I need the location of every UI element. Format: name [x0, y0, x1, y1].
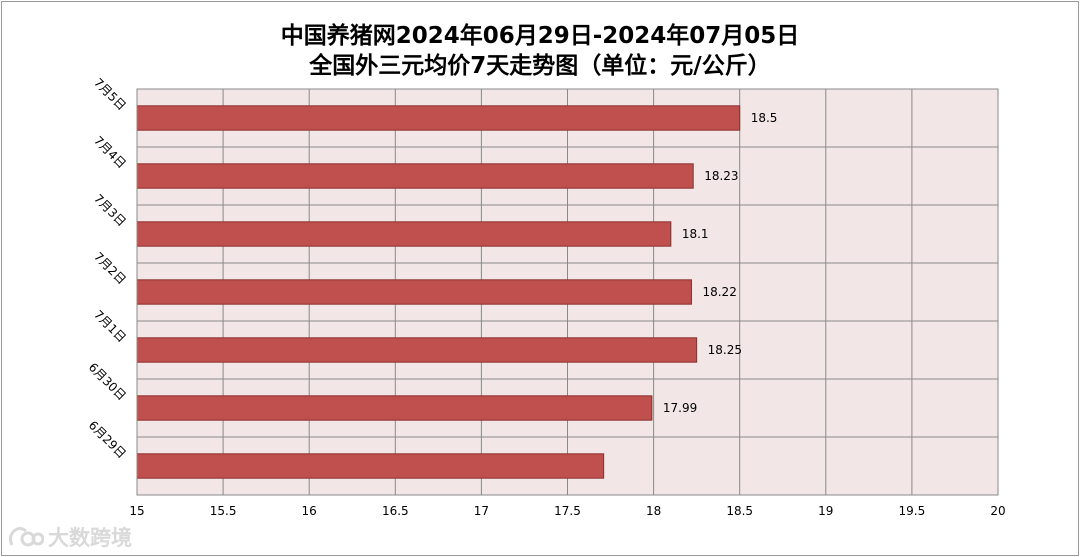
bar: [136, 337, 698, 363]
plot-border: [136, 88, 999, 496]
x-tick-label: 19: [818, 504, 833, 518]
x-tick-label: 17.5: [554, 504, 581, 518]
data-label: 18.5: [751, 111, 778, 125]
category-label: 6月30日: [86, 360, 129, 403]
x-tick-label: 18.5: [726, 504, 753, 518]
data-label: 17.99: [663, 401, 697, 415]
x-tick-label: 16.5: [382, 504, 409, 518]
bar: [136, 453, 605, 479]
x-tick-label: 20: [990, 504, 1005, 518]
x-tick-label: 19.5: [899, 504, 926, 518]
category-label: 6月29日: [86, 418, 129, 461]
bar: [136, 221, 672, 247]
x-tick-label: 18: [646, 504, 661, 518]
category-label: 7月2日: [91, 249, 129, 287]
category-label: 7月1日: [91, 307, 129, 345]
dashuju-logo-icon: [8, 527, 44, 547]
bar: [136, 105, 741, 131]
bar: [136, 163, 694, 189]
x-tick-label: 15.5: [210, 504, 237, 518]
bar: [136, 279, 692, 305]
chart-title: 中国养猪网2024年06月29日-2024年07月05日: [280, 23, 800, 49]
data-label: 18.22: [702, 285, 736, 299]
data-label: 18.23: [704, 169, 738, 183]
x-tick-label: 15: [129, 504, 144, 518]
category-label: 7月5日: [91, 75, 129, 113]
watermark-text: 大数跨境: [48, 526, 132, 550]
data-label: 18.1: [682, 227, 709, 241]
x-tick-label: 16: [302, 504, 317, 518]
chart-subtitle: 全国外三元均价7天走势图（单位：元/公斤）: [309, 53, 771, 79]
category-label: 7月4日: [91, 133, 129, 171]
x-tick-label: 17: [474, 504, 489, 518]
bar: [136, 395, 653, 421]
category-label: 7月3日: [91, 191, 129, 229]
data-label: 18.25: [708, 343, 742, 357]
watermark: 大数跨境: [6, 522, 132, 552]
